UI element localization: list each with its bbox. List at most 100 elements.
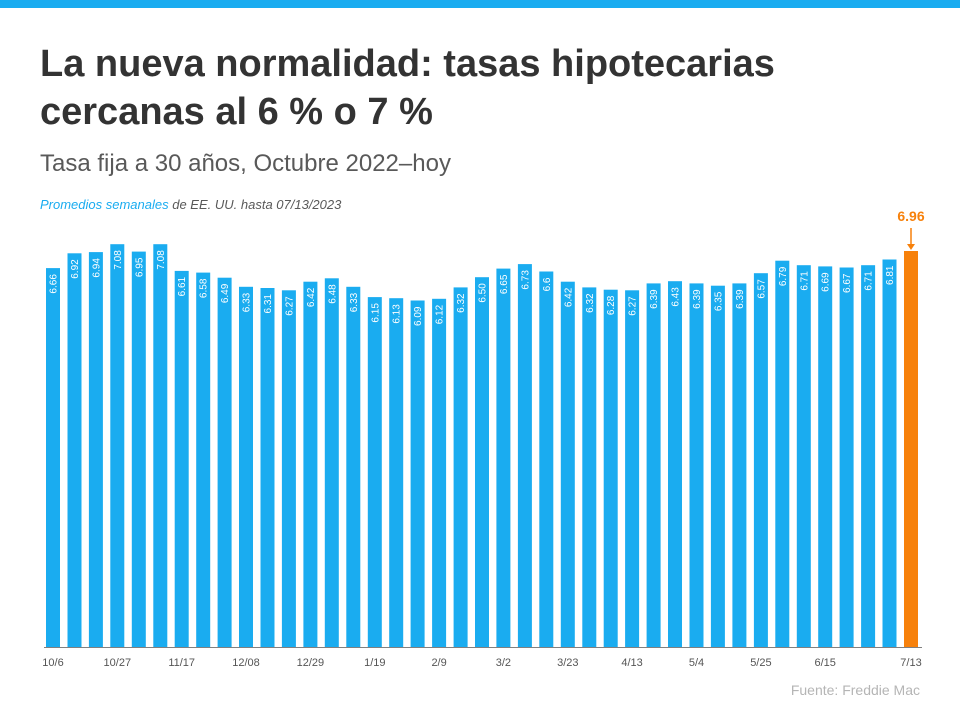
bar	[389, 298, 404, 647]
bar-value-label: 6.92	[70, 259, 81, 279]
bar-value-label: 6.28	[606, 295, 617, 315]
bar-value-label: 6.42	[306, 287, 317, 307]
x-tick-label: 4/13	[621, 657, 642, 669]
data-note-highlight: Promedios semanales	[40, 197, 169, 212]
bar-value-label: 6.39	[649, 289, 660, 309]
bar	[131, 251, 146, 647]
bar-value-label: 6.94	[91, 258, 102, 278]
bar	[625, 290, 640, 647]
bar	[217, 277, 232, 647]
bar-value-label: 6.6	[542, 277, 553, 291]
bar-value-label: 6.39	[692, 289, 703, 309]
bar	[517, 264, 532, 647]
source-credit: Fuente: Freddie Mac	[790, 682, 920, 698]
x-tick-label: 10/6	[42, 657, 63, 669]
bar	[861, 265, 876, 647]
bar	[818, 266, 833, 647]
bar	[324, 278, 339, 647]
bar-value-label: 7.08	[113, 250, 124, 270]
bar-value-label: 6.71	[799, 271, 810, 291]
x-tick-label: 3/2	[496, 657, 511, 669]
top-accent-bar	[0, 0, 960, 8]
bar-value-label: 6.81	[885, 265, 896, 285]
chart-subtitle: Tasa fija a 30 años, Octubre 2022–hoy	[40, 150, 451, 177]
data-note-rest: de EE. UU. hasta 07/13/2023	[168, 197, 342, 212]
bar	[732, 283, 747, 647]
bar	[753, 273, 768, 647]
x-tick-label: 6/15	[814, 657, 835, 669]
bar	[281, 290, 296, 647]
bar-value-label: 6.48	[327, 284, 338, 304]
bar	[453, 287, 468, 647]
bar-value-label: 6.42	[563, 287, 574, 307]
bar-value-label: 6.32	[585, 293, 596, 313]
bar	[196, 272, 211, 647]
bar-value-label: 6.50	[478, 283, 489, 303]
bar-value-label: 6.35	[713, 291, 724, 311]
bar-value-label: 6.58	[199, 278, 210, 298]
data-note: Promedios semanales de EE. UU. hasta 07/…	[40, 197, 341, 212]
bar	[174, 270, 189, 647]
bars-group: 6.66 6.92 6.94 7.08 6.95 7.08 6.61 6.58 6.49 6.33…	[46, 244, 918, 648]
x-tick-label: 7/13	[900, 657, 921, 669]
bar-value-label: 7.08	[156, 250, 167, 270]
bar	[303, 281, 318, 647]
bar	[839, 267, 854, 647]
bar	[410, 300, 425, 647]
bar-value-label: 6.73	[520, 270, 531, 290]
bar-value-label: 6.32	[456, 293, 467, 313]
bar	[67, 253, 82, 648]
bar	[775, 260, 790, 647]
bar	[260, 288, 275, 647]
bar-value-label: 6.66	[49, 274, 60, 294]
bar-highlight	[904, 251, 918, 647]
bar	[882, 259, 897, 647]
bar	[367, 297, 382, 647]
bar	[88, 252, 103, 647]
title-line-1: La nueva normalidad: tasas hipotecarias	[40, 43, 775, 85]
bar-value-label: 6.61	[177, 276, 188, 296]
title-line-2: cercanas al 6 % o 7 %	[40, 91, 433, 133]
bar	[239, 286, 253, 647]
x-tick-label: 5/25	[750, 657, 771, 669]
bar	[496, 268, 511, 647]
bar-value-label: 6.15	[370, 303, 381, 323]
x-tick-label: 11/17	[168, 657, 195, 669]
x-tick-label: 10/27	[104, 657, 132, 669]
bar-value-label: 6.31	[263, 294, 274, 314]
bar	[46, 268, 60, 647]
highlight-arrow-head	[907, 244, 915, 250]
bar	[110, 244, 125, 647]
x-tick-label: 12/29	[297, 657, 325, 669]
bar-value-label: 6.12	[435, 304, 446, 324]
bar-value-label: 6.69	[821, 272, 832, 292]
bar-value-label: 6.27	[284, 296, 295, 316]
bar-value-label: 6.57	[756, 279, 767, 299]
bar-value-label: 6.65	[499, 274, 510, 294]
bar-value-label: 6.71	[864, 271, 875, 291]
bar-value-label: 6.67	[842, 273, 853, 293]
bar-value-label: 6.39	[735, 289, 746, 309]
bar-value-label: 6.33	[242, 292, 253, 312]
bar-value-label: 6.49	[220, 283, 231, 303]
bar	[432, 298, 447, 647]
bar	[646, 283, 661, 647]
x-tick-label: 2/9	[431, 657, 446, 669]
x-tick-label: 12/08	[232, 657, 260, 669]
bar	[796, 265, 811, 647]
bar	[346, 286, 361, 647]
bar-value-label: 6.13	[392, 304, 403, 324]
x-tick-label: 1/19	[364, 657, 385, 669]
bar	[668, 281, 682, 647]
page-title: La nueva normalidad: tasas hipotecarias …	[40, 40, 940, 136]
bar	[539, 271, 554, 647]
bar	[582, 287, 597, 647]
x-tick-label: 5/4	[689, 657, 704, 669]
bar-value-label: 6.79	[778, 266, 789, 286]
bar	[153, 244, 168, 647]
bar-value-label: 6.33	[349, 292, 360, 312]
bar-value-label: 6.09	[413, 306, 424, 326]
highlight-value-label: 6.96	[897, 208, 924, 224]
bar	[603, 289, 618, 647]
